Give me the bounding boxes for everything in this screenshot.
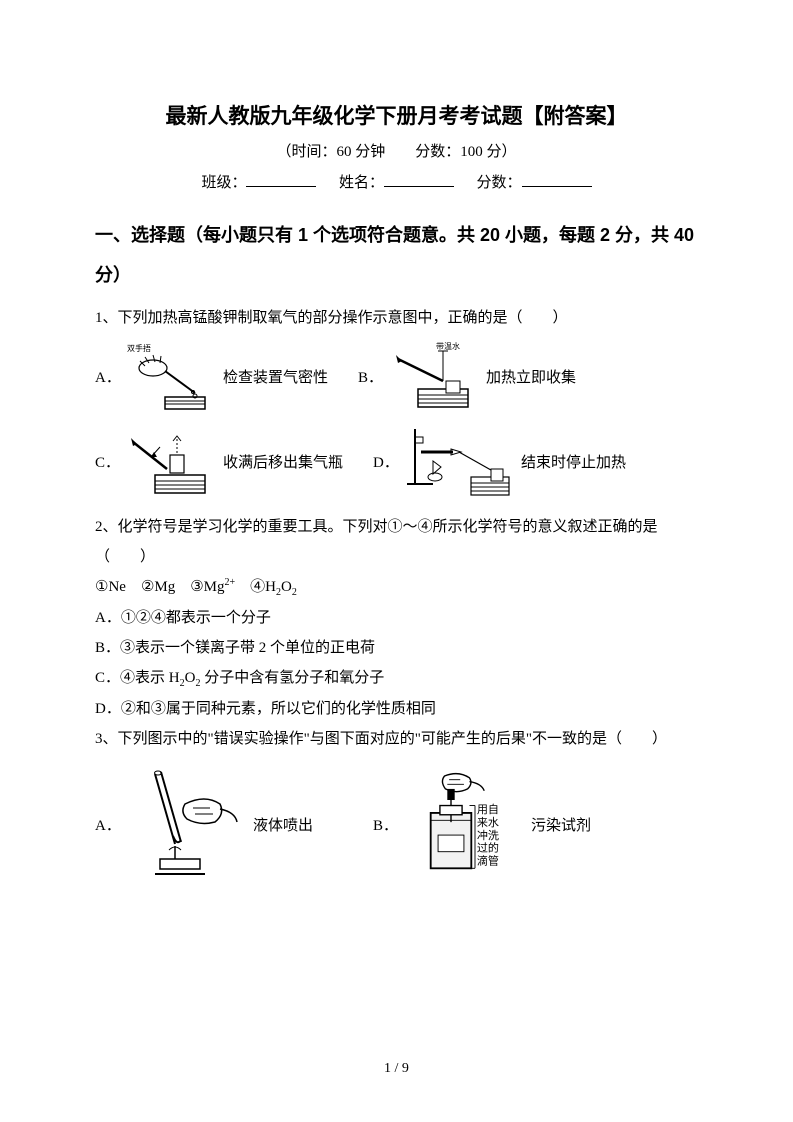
class-blank[interactable] (246, 171, 316, 187)
q1-a-diagram-icon: 双手捂 (125, 341, 215, 411)
q1-d-diagram-icon (403, 419, 513, 504)
q3-a-diagram-icon (125, 764, 245, 884)
q3-a-text: 液体喷出 (253, 814, 313, 835)
info-line: 班级： 姓名： 分数： (95, 171, 698, 192)
q3-b-anno-1: 用自 (477, 803, 499, 816)
q1-b-diagram-icon: 带温水 (388, 341, 478, 411)
page-title: 最新人教版九年级化学下册月考考试题【附答案】 (95, 100, 698, 130)
class-label: 班级： (201, 175, 246, 191)
q1-c-diagram-icon (125, 427, 215, 497)
q2-a: A．①②④都表示一个分子 (95, 603, 698, 633)
score-blank[interactable] (522, 171, 592, 187)
q1-stem: 1、下列加热高锰酸钾制取氧气的部分操作示意图中，正确的是（ ） (95, 303, 698, 333)
svg-text:带温水: 带温水 (436, 341, 460, 351)
q2-symbols: ①Ne ②Mg ③Mg2+ ④H2O2 (95, 572, 698, 603)
q3-b-label: B． (373, 814, 403, 835)
q3-b-text: 污染试剂 (531, 814, 591, 835)
q2-b: B．③表示一个镁离子带 2 个单位的正电荷 (95, 633, 698, 663)
q1-d-text: 结束时停止加热 (521, 451, 626, 472)
section-1-heading: 一、选择题（每小题只有 1 个选项符合题意。共 20 小题，每题 2 分，共 4… (95, 216, 698, 295)
q1-a-text: 检查装置气密性 (223, 366, 328, 387)
q1-b-text: 加热立即收集 (486, 366, 576, 387)
q1-row-ab: A． 双手捂 检查装置气密性 B． 带温水 加热立即收集 (95, 341, 698, 411)
q1-c-text: 收满后移出集气瓶 (223, 451, 343, 472)
q3-stem: 3、下列图示中的"错误实验操作"与图下面对应的"可能产生的后果"不一致的是（ ） (95, 724, 698, 754)
q3-b-anno-4: 过的 (477, 841, 499, 855)
q3-b-anno-2: 来水 (477, 816, 499, 829)
q1-c-label: C． (95, 451, 125, 472)
q1-d-label: D． (373, 451, 403, 472)
q1-a-label: A． (95, 366, 125, 387)
subtitle: （时间：60 分钟 分数：100 分） (95, 140, 698, 161)
hand-label: 双手捂 (127, 343, 151, 353)
q3-b-anno-5: 滴管 (477, 854, 499, 868)
name-label: 姓名： (339, 175, 384, 191)
name-blank[interactable] (384, 171, 454, 187)
q2-stem: 2、化学符号是学习化学的重要工具。下列对①～④所示化学符号的意义叙述正确的是（ … (95, 512, 698, 572)
q3-b-anno-3: 冲洗 (477, 828, 499, 842)
q3-a-label: A． (95, 814, 125, 835)
score-label: 分数： (477, 175, 522, 191)
q2-c: C．④表示 H2O2 分子中含有氢分子和氧分子 (95, 663, 698, 694)
q3-row-ab: A． 液体喷出 B． (95, 764, 698, 884)
q2-d: D．②和③属于同种元素，所以它们的化学性质相同 (95, 694, 698, 724)
q1-b-label: B． (358, 366, 388, 387)
q3-b-diagram-icon: 用自 来水 冲洗 过的 滴管 (403, 764, 523, 884)
q1-row-cd: C． 收满后移出集气瓶 D． (95, 419, 698, 504)
page-number: 1 / 9 (0, 1061, 793, 1077)
